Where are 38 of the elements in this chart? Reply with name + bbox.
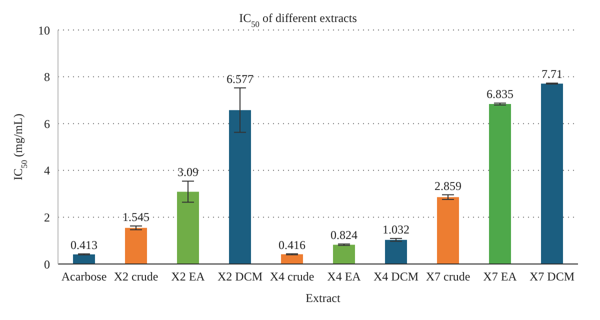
data-label: 3.09 — [178, 165, 198, 180]
bar — [177, 192, 199, 264]
data-label: 7.71 — [542, 67, 562, 82]
x-tick-label: X2 DCM — [217, 270, 263, 284]
data-label: 6.835 — [486, 87, 514, 102]
data-label: 2.859 — [434, 178, 462, 193]
bar — [281, 254, 303, 264]
data-label: 0.413 — [70, 238, 98, 252]
x-tick-label: Acarbose — [61, 270, 107, 284]
y-tick-label: 6 — [44, 116, 50, 131]
bar — [333, 244, 355, 264]
bar — [489, 104, 511, 264]
bar — [125, 228, 147, 264]
x-tick-label: X2 crude — [114, 270, 158, 284]
data-label: 0.824 — [330, 228, 358, 242]
y-tick-label: 2 — [44, 210, 50, 224]
bar — [541, 84, 563, 264]
x-tick-label: X7 DCM — [529, 270, 575, 284]
data-label: 1.032 — [382, 222, 410, 236]
y-tick-label: 8 — [44, 70, 50, 84]
data-label: 6.577 — [226, 72, 254, 86]
bar — [385, 240, 407, 264]
bar — [73, 254, 95, 264]
y-tick-label: 4 — [44, 164, 50, 178]
x-axis-title: Extract — [306, 291, 341, 305]
data-label: 1.545 — [122, 210, 150, 224]
chart-title: IC$_{50}$ of different extracts — [239, 11, 358, 28]
x-tick-label: X2 EA — [171, 270, 206, 284]
bar — [229, 110, 251, 264]
y-tick-label: 10 — [38, 23, 50, 38]
x-tick-label: X4 DCM — [373, 270, 419, 284]
bar — [437, 197, 459, 264]
x-tick-label: X7 EA — [483, 270, 518, 284]
x-tick-label: X4 EA — [327, 270, 362, 284]
x-tick-label: X4 crude — [270, 270, 314, 284]
y-tick-label: 0 — [44, 257, 50, 272]
data-label: 0.416 — [278, 238, 306, 252]
x-tick-label: X7 crude — [426, 270, 470, 284]
